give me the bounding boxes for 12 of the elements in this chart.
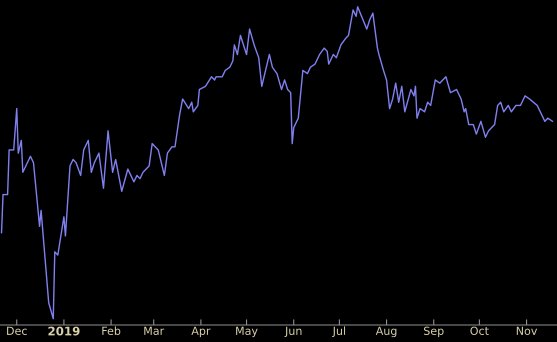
x-tick-label: Apr: [191, 326, 210, 338]
x-tick-label: Sep: [424, 326, 444, 338]
x-tick-label: Dec: [7, 326, 27, 335]
x-tick-label: Mar: [144, 326, 164, 335]
x-tick-label: Nov: [516, 326, 538, 335]
x-tick-label: 2019: [48, 326, 80, 336]
x-tick-label: Jul: [332, 326, 346, 338]
x-tick-label: Jun: [284, 326, 302, 338]
x-tick-label: May: [236, 326, 258, 338]
x-tick-label: Feb: [102, 326, 120, 335]
x-tick-label: Oct: [470, 326, 489, 335]
x-tick-label: Aug: [376, 326, 396, 338]
